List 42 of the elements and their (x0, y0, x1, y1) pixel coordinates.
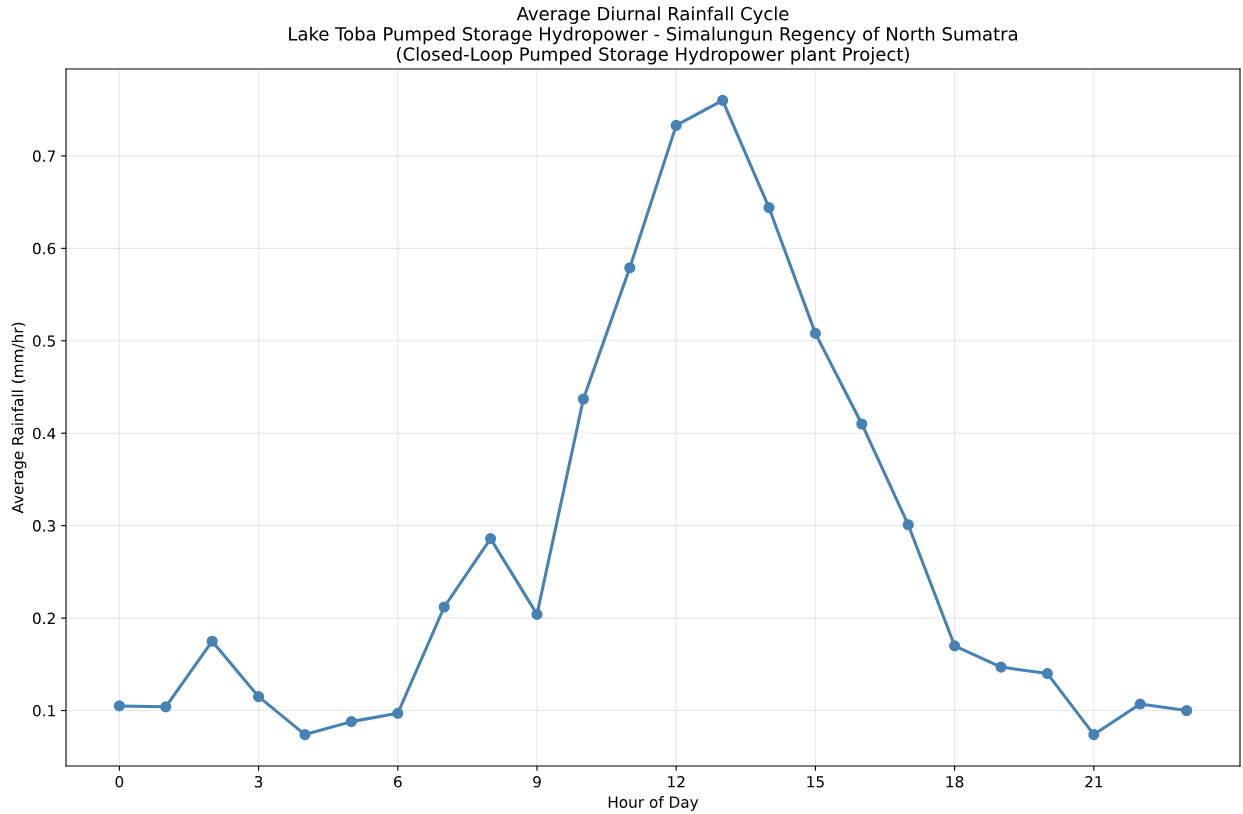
x-tick-label: 21 (1085, 775, 1103, 788)
x-tick-label: 18 (946, 775, 964, 788)
x-tick-label: 6 (393, 775, 402, 788)
point (160, 701, 172, 713)
point (717, 94, 729, 106)
x-tick-label: 12 (668, 775, 685, 788)
point (438, 601, 450, 613)
point (392, 707, 404, 719)
point (995, 661, 1007, 673)
x-tick-label: 0 (115, 775, 124, 788)
x-tick-label: 9 (533, 775, 541, 788)
point (1134, 698, 1146, 710)
point (670, 119, 682, 131)
x-axis-title: Hour of Day (608, 796, 699, 811)
y-tick-label: 0.6 (32, 242, 56, 255)
point (1088, 729, 1100, 741)
x-tick-label: 15 (807, 776, 824, 788)
point (577, 393, 589, 405)
point (1041, 668, 1053, 680)
point (113, 700, 125, 712)
point (206, 635, 218, 647)
point (763, 202, 775, 214)
y-axis-title: Average Rainfall (mm/hr) (11, 322, 27, 514)
x-tick-label: 3 (254, 775, 263, 788)
point (253, 691, 265, 703)
point (531, 608, 543, 620)
point (902, 519, 914, 531)
y-tick-label: 0.7 (32, 150, 55, 162)
point (624, 262, 636, 274)
point (1181, 704, 1193, 717)
y-tick-label: 0.5 (32, 335, 55, 347)
y-tick-label: 0.2 (32, 612, 55, 625)
point (949, 640, 961, 652)
point (299, 729, 311, 741)
point (345, 716, 357, 728)
y-tick-label: 0.4 (32, 427, 56, 440)
point (485, 533, 497, 545)
point (856, 418, 868, 430)
y-tick-label: 0.1 (32, 705, 55, 717)
y-tick-label: 0.3 (32, 520, 56, 532)
chart-title: Average Diurnal Rainfall Cycle Lake Toba Pumped Storage Hydropower - Simalungun Regency of North Sumatra (Closed-Loop Pumped Storage Hydropower plant Project) (289, 6, 1017, 65)
point (809, 327, 821, 339)
